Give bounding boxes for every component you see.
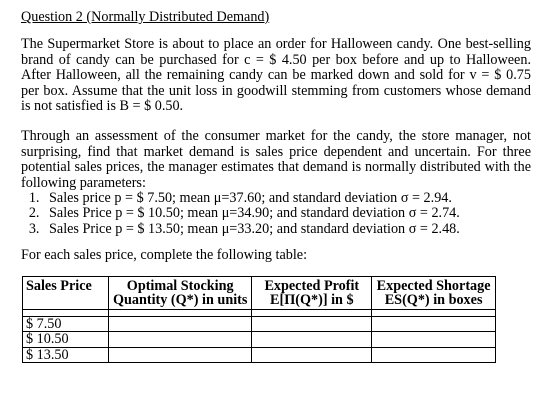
header-optimal-quantity: Optimal Stocking Quantity (Q*) in units	[108, 275, 253, 310]
profit-cell[interactable]	[251, 331, 373, 348]
results-table: Sales Price Optimal Stocking Quantity (Q…	[21, 275, 496, 364]
header-expected-shortage: Expected Shortage ES(Q*) in boxes	[371, 275, 496, 310]
table-row: $ 10.50	[21, 331, 496, 348]
price-cell: $ 7.50	[21, 315, 110, 333]
spacer-cell	[371, 308, 496, 317]
table-instruction: For each sales price, complete the follo…	[21, 247, 308, 264]
list-item: Sales price p = $ 7.50; mean μ=37.60; an…	[43, 190, 531, 206]
header-expected-profit: Expected Profit E[Π(Q*)] in $	[251, 275, 373, 310]
list-item: Sales Price p = $ 10.50; mean μ=34.90; a…	[43, 206, 531, 222]
list-item: Sales Price p = $ 13.50; mean μ=33.20; a…	[43, 221, 531, 237]
table-row: $ 7.50	[21, 315, 496, 333]
shortage-cell[interactable]	[371, 346, 496, 364]
quantity-cell[interactable]	[108, 331, 253, 348]
quantity-cell[interactable]	[108, 315, 253, 333]
price-cell: $ 13.50	[21, 346, 110, 364]
price-cell: $ 10.50	[21, 331, 110, 348]
table-row: $ 13.50	[21, 346, 496, 364]
price-scenario-list: Sales price p = $ 7.50; mean μ=37.60; an…	[21, 190, 531, 237]
table-header-row: Sales Price Optimal Stocking Quantity (Q…	[21, 275, 496, 310]
profit-cell[interactable]	[251, 315, 373, 333]
shortage-cell[interactable]	[371, 331, 496, 348]
demand-description: Through an assessment of the consumer ma…	[21, 128, 531, 191]
spacer-cell	[251, 308, 373, 317]
shortage-cell[interactable]	[371, 315, 496, 333]
question-title: Question 2 (Normally Distributed Demand)	[21, 9, 270, 25]
document-page: Question 2 (Normally Distributed Demand)…	[21, 9, 531, 364]
header-sales-price: Sales Price	[21, 275, 110, 310]
table-spacer-row	[21, 308, 496, 317]
profit-cell[interactable]	[251, 346, 373, 364]
problem-description: The Supermarket Store is about to place …	[21, 36, 531, 115]
quantity-cell[interactable]	[108, 346, 253, 364]
spacer-cell	[108, 308, 253, 317]
